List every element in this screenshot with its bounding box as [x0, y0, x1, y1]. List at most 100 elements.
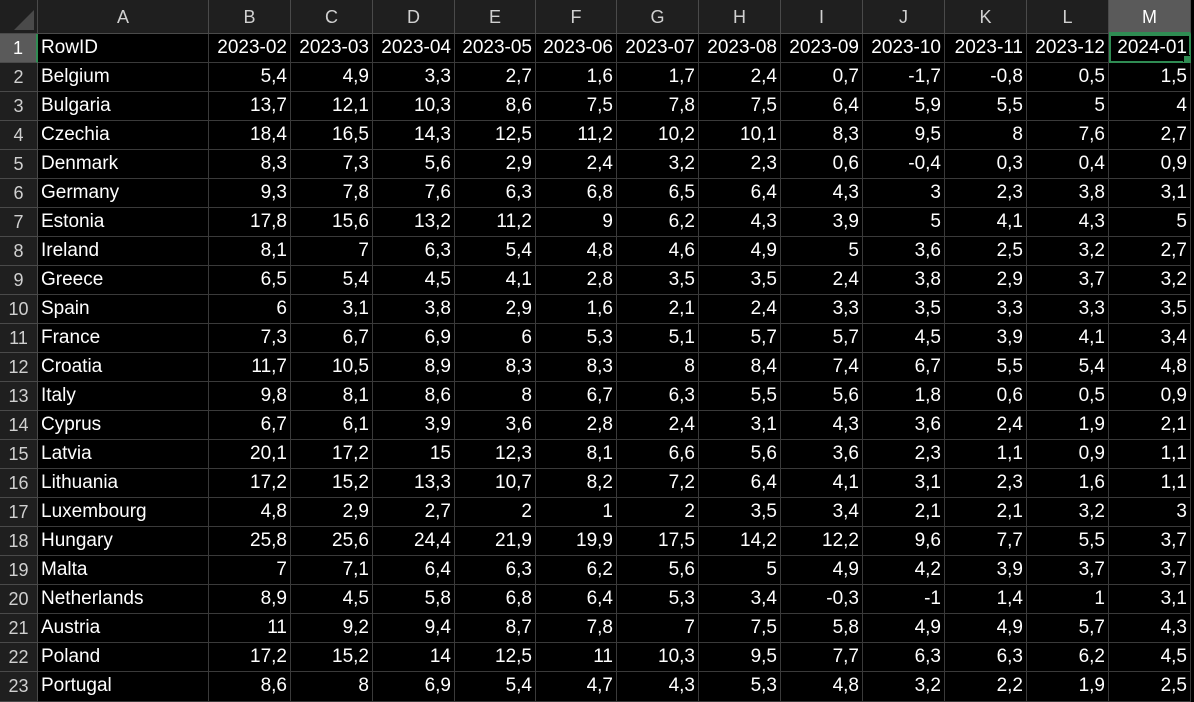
cell-j13[interactable]: 1,8 — [863, 382, 945, 411]
cell-m3[interactable]: 4 — [1109, 92, 1191, 121]
column-header-a[interactable]: A — [38, 0, 209, 34]
cell-b13[interactable]: 9,8 — [209, 382, 291, 411]
cell-c17[interactable]: 2,9 — [291, 498, 373, 527]
cell-d23[interactable]: 6,9 — [373, 672, 455, 702]
cell-f1[interactable]: 2023-06 — [536, 34, 617, 63]
column-header-d[interactable]: D — [373, 0, 455, 34]
cell-b12[interactable]: 11,7 — [209, 353, 291, 382]
column-header-f[interactable]: F — [536, 0, 617, 34]
cell-e12[interactable]: 8,3 — [455, 353, 536, 382]
cell-l18[interactable]: 5,5 — [1027, 527, 1109, 556]
cell-h10[interactable]: 2,4 — [699, 295, 781, 324]
cell-d16[interactable]: 13,3 — [373, 469, 455, 498]
cell-j6[interactable]: 3 — [863, 179, 945, 208]
cell-g6[interactable]: 6,5 — [617, 179, 699, 208]
cell-l2[interactable]: 0,5 — [1027, 63, 1109, 92]
cell-g10[interactable]: 2,1 — [617, 295, 699, 324]
cell-g8[interactable]: 4,6 — [617, 237, 699, 266]
cell-h8[interactable]: 4,9 — [699, 237, 781, 266]
cell-j14[interactable]: 3,6 — [863, 411, 945, 440]
column-header-b[interactable]: B — [209, 0, 291, 34]
cell-f3[interactable]: 7,5 — [536, 92, 617, 121]
cell-l21[interactable]: 5,7 — [1027, 614, 1109, 643]
cell-h5[interactable]: 2,3 — [699, 150, 781, 179]
cell-i4[interactable]: 8,3 — [781, 121, 863, 150]
cell-d7[interactable]: 13,2 — [373, 208, 455, 237]
cell-k2[interactable]: -0,8 — [945, 63, 1027, 92]
cell-k15[interactable]: 1,1 — [945, 440, 1027, 469]
cell-f12[interactable]: 8,3 — [536, 353, 617, 382]
cell-j17[interactable]: 2,1 — [863, 498, 945, 527]
cell-l14[interactable]: 1,9 — [1027, 411, 1109, 440]
cell-m18[interactable]: 3,7 — [1109, 527, 1191, 556]
cell-l15[interactable]: 0,9 — [1027, 440, 1109, 469]
cell-b18[interactable]: 25,8 — [209, 527, 291, 556]
cell-c1[interactable]: 2023-03 — [291, 34, 373, 63]
cell-c20[interactable]: 4,5 — [291, 585, 373, 614]
cell-l19[interactable]: 3,7 — [1027, 556, 1109, 585]
cell-f21[interactable]: 7,8 — [536, 614, 617, 643]
row-header-9[interactable]: 9 — [0, 266, 38, 295]
cell-h3[interactable]: 7,5 — [699, 92, 781, 121]
cell-l12[interactable]: 5,4 — [1027, 353, 1109, 382]
cell-b19[interactable]: 7 — [209, 556, 291, 585]
cell-d19[interactable]: 6,4 — [373, 556, 455, 585]
cell-l17[interactable]: 3,2 — [1027, 498, 1109, 527]
cell-g13[interactable]: 6,3 — [617, 382, 699, 411]
cell-i8[interactable]: 5 — [781, 237, 863, 266]
cell-b11[interactable]: 7,3 — [209, 324, 291, 353]
cell-i19[interactable]: 4,9 — [781, 556, 863, 585]
cell-m22[interactable]: 4,5 — [1109, 643, 1191, 672]
cell-a20[interactable]: Netherlands — [38, 585, 209, 614]
cell-e22[interactable]: 12,5 — [455, 643, 536, 672]
cell-j21[interactable]: 4,9 — [863, 614, 945, 643]
cell-i11[interactable]: 5,7 — [781, 324, 863, 353]
row-header-23[interactable]: 23 — [0, 672, 38, 702]
cell-m23[interactable]: 2,5 — [1109, 672, 1191, 702]
cell-j3[interactable]: 5,9 — [863, 92, 945, 121]
cell-h11[interactable]: 5,7 — [699, 324, 781, 353]
cell-l10[interactable]: 3,3 — [1027, 295, 1109, 324]
cell-m14[interactable]: 2,1 — [1109, 411, 1191, 440]
cell-b23[interactable]: 8,6 — [209, 672, 291, 702]
cell-b21[interactable]: 11 — [209, 614, 291, 643]
cell-d14[interactable]: 3,9 — [373, 411, 455, 440]
cell-c3[interactable]: 12,1 — [291, 92, 373, 121]
cell-e15[interactable]: 12,3 — [455, 440, 536, 469]
cell-d8[interactable]: 6,3 — [373, 237, 455, 266]
cell-e14[interactable]: 3,6 — [455, 411, 536, 440]
cell-e8[interactable]: 5,4 — [455, 237, 536, 266]
column-header-i[interactable]: I — [781, 0, 863, 34]
cell-d22[interactable]: 14 — [373, 643, 455, 672]
cell-i17[interactable]: 3,4 — [781, 498, 863, 527]
cell-c6[interactable]: 7,8 — [291, 179, 373, 208]
cell-g12[interactable]: 8 — [617, 353, 699, 382]
cell-a8[interactable]: Ireland — [38, 237, 209, 266]
cell-a7[interactable]: Estonia — [38, 208, 209, 237]
cell-h16[interactable]: 6,4 — [699, 469, 781, 498]
cell-c18[interactable]: 25,6 — [291, 527, 373, 556]
cell-i22[interactable]: 7,7 — [781, 643, 863, 672]
cell-c9[interactable]: 5,4 — [291, 266, 373, 295]
cell-j18[interactable]: 9,6 — [863, 527, 945, 556]
cell-f8[interactable]: 4,8 — [536, 237, 617, 266]
cell-d15[interactable]: 15 — [373, 440, 455, 469]
row-header-10[interactable]: 10 — [0, 295, 38, 324]
cell-d4[interactable]: 14,3 — [373, 121, 455, 150]
cell-e21[interactable]: 8,7 — [455, 614, 536, 643]
cell-f15[interactable]: 8,1 — [536, 440, 617, 469]
cell-a16[interactable]: Lithuania — [38, 469, 209, 498]
cell-k6[interactable]: 2,3 — [945, 179, 1027, 208]
column-header-e[interactable]: E — [455, 0, 536, 34]
cell-j23[interactable]: 3,2 — [863, 672, 945, 702]
cell-d5[interactable]: 5,6 — [373, 150, 455, 179]
cell-l3[interactable]: 5 — [1027, 92, 1109, 121]
cell-h20[interactable]: 3,4 — [699, 585, 781, 614]
cell-e13[interactable]: 8 — [455, 382, 536, 411]
cell-e20[interactable]: 6,8 — [455, 585, 536, 614]
cell-e9[interactable]: 4,1 — [455, 266, 536, 295]
cell-i23[interactable]: 4,8 — [781, 672, 863, 702]
cell-a9[interactable]: Greece — [38, 266, 209, 295]
column-header-h[interactable]: H — [699, 0, 781, 34]
cell-j20[interactable]: -1 — [863, 585, 945, 614]
